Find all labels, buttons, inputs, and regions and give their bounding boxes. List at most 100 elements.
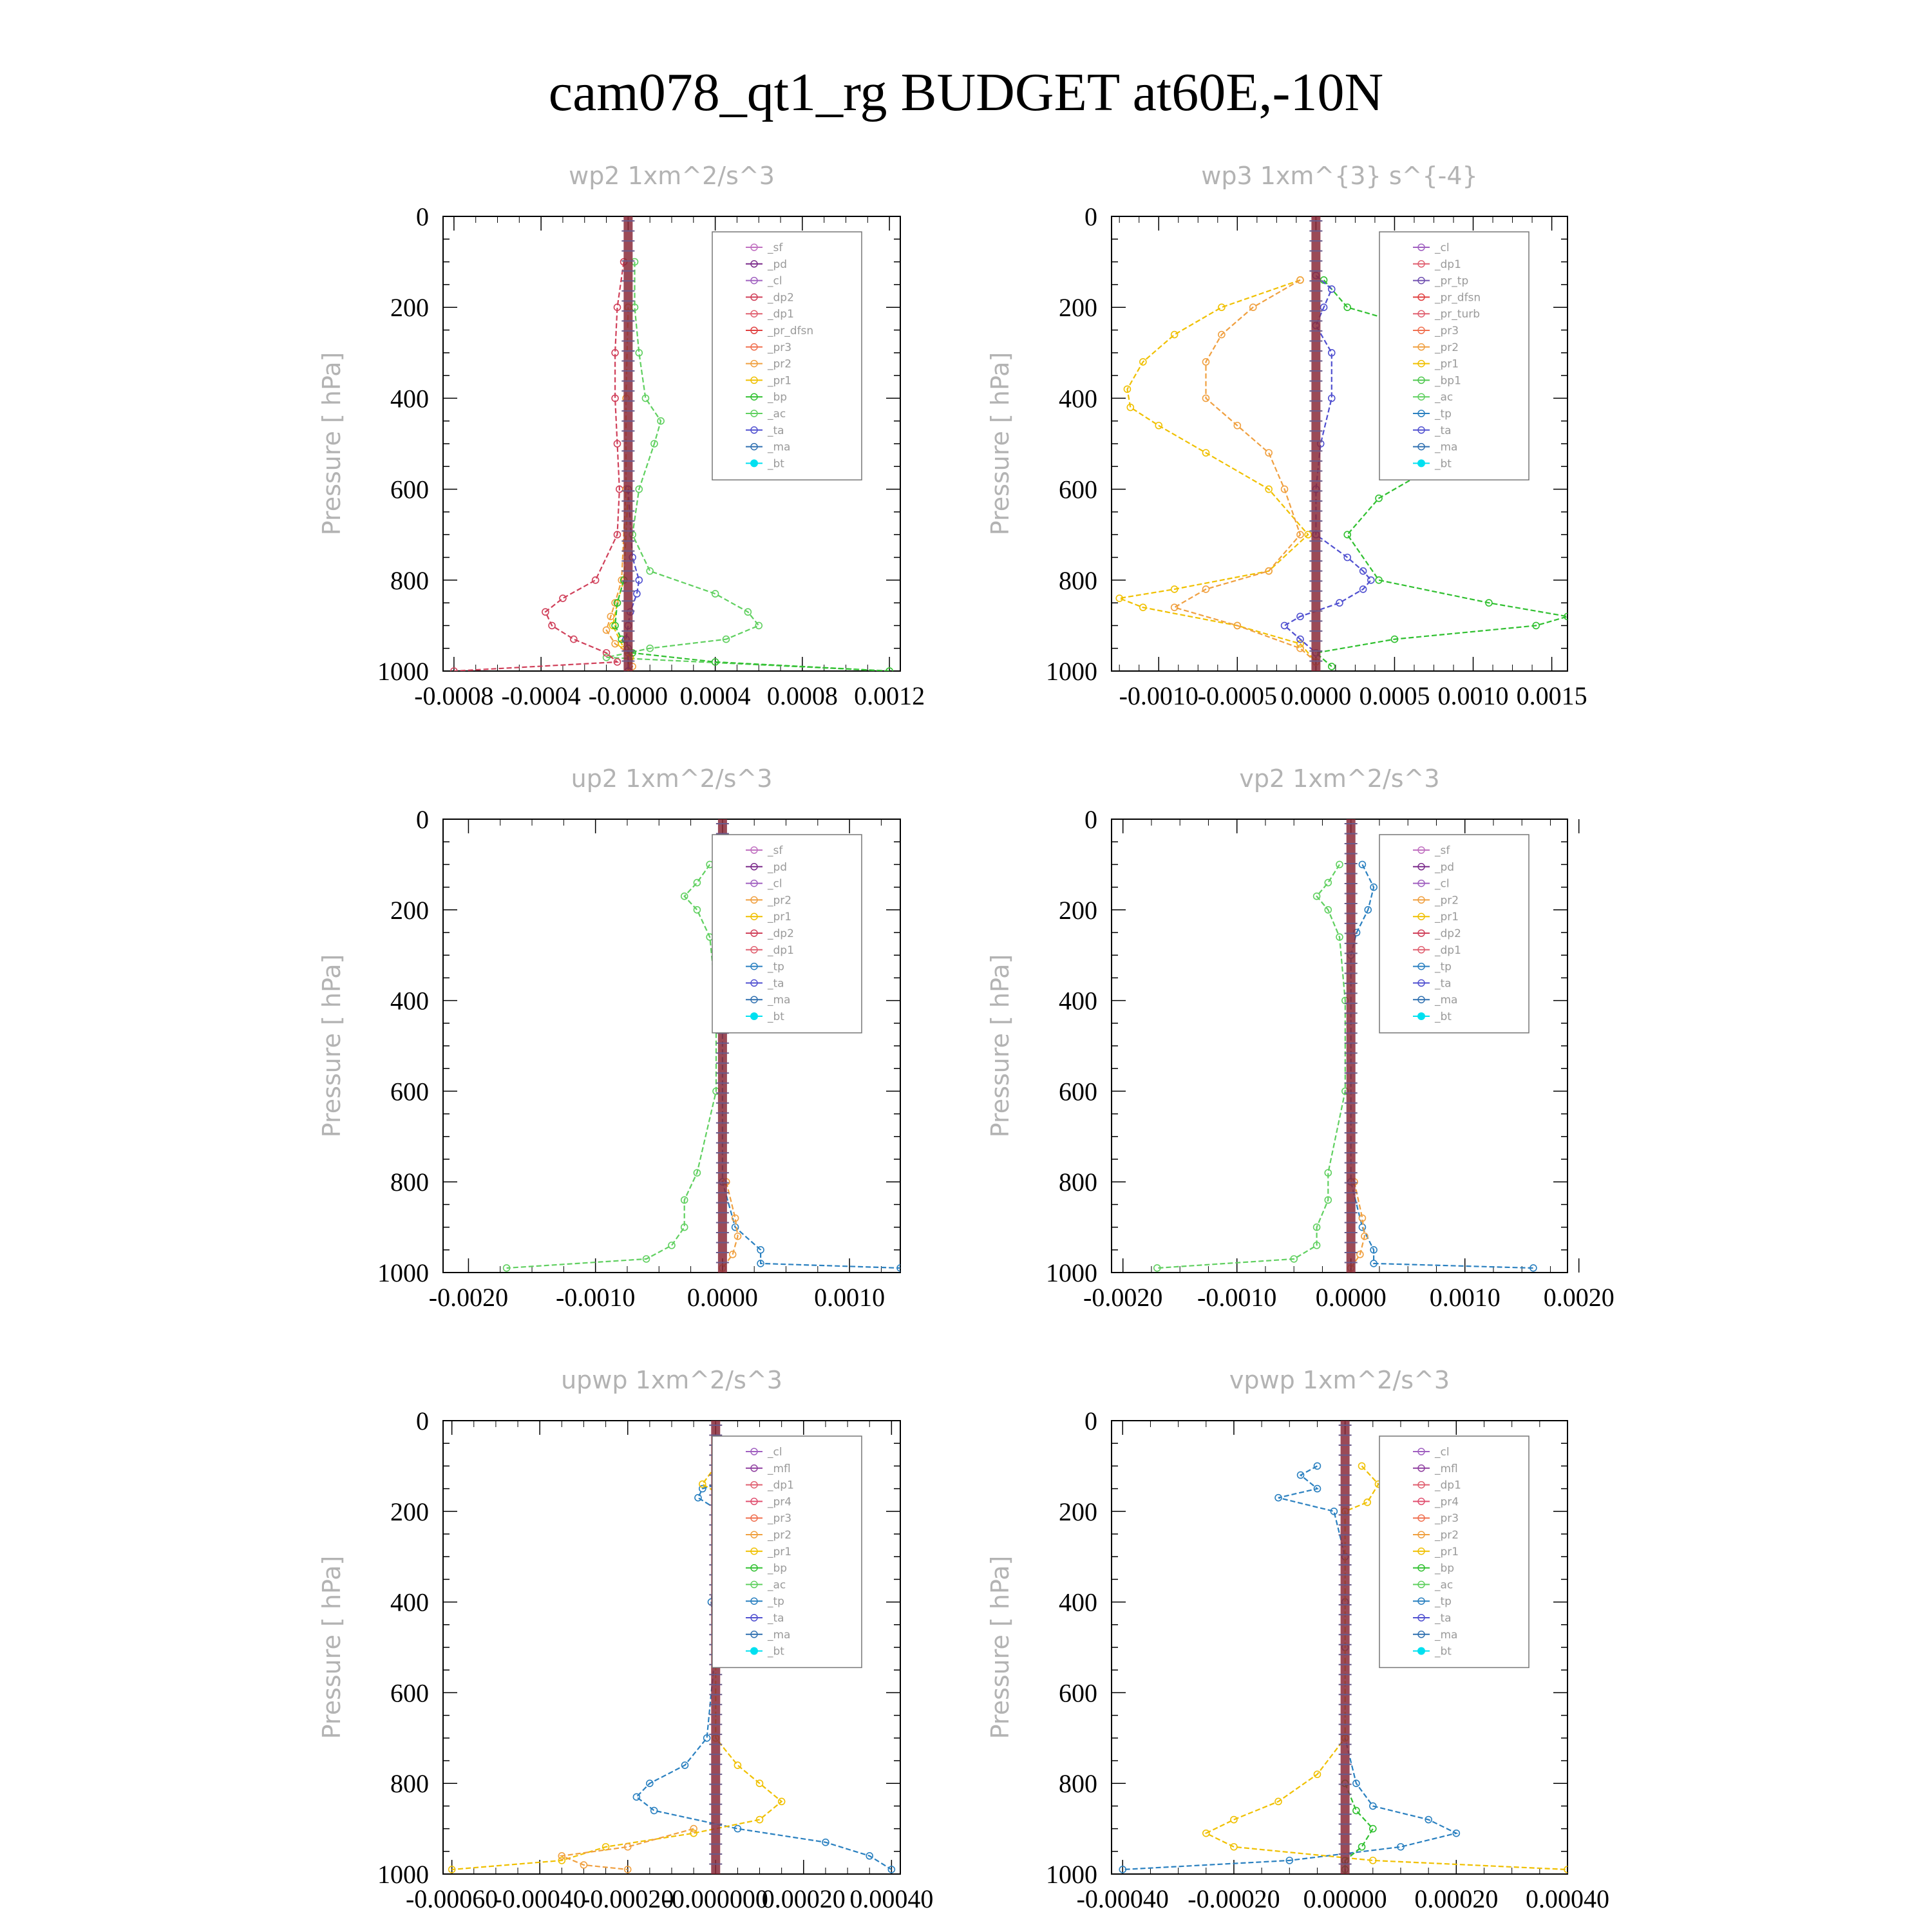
data-point-bp [1358, 1842, 1366, 1851]
legend-label: _pr_dfsn [1434, 291, 1481, 304]
data-point-dp1 [693, 878, 701, 887]
x-tick-label: -0.00020 [582, 1884, 674, 1913]
legend-marker [750, 846, 758, 854]
legend-marker [750, 896, 758, 904]
y-tick-label: 200 [1059, 1497, 1097, 1526]
y-tick-label: 600 [390, 1077, 429, 1106]
legend-label: _mfl [767, 1463, 791, 1475]
panel-title: wp2 1xm^2/s^3 [569, 162, 775, 190]
x-tick-label: -0.0005 [1198, 681, 1277, 710]
legend-label: _ma [767, 1629, 790, 1642]
y-tick-label: 600 [390, 1678, 429, 1707]
x-tick-label: 0.00020 [762, 1884, 846, 1913]
y-tick-label: 200 [1059, 896, 1097, 925]
legend-label: _pr_tp [1434, 275, 1468, 288]
data-point-pr2 [1139, 603, 1147, 611]
legend-label: _dp2 [767, 291, 794, 304]
data-point-pr1 [601, 1842, 610, 1851]
legend-marker [1417, 946, 1425, 954]
x-tick-label: -0.0010 [556, 1283, 635, 1312]
legend-marker [750, 929, 758, 937]
legend-label: _pr1 [1434, 1546, 1459, 1558]
data-point-dp1 [680, 1196, 688, 1204]
x-tick-label: -0.00040 [494, 1884, 586, 1913]
legend-label: _bp [1434, 1562, 1454, 1575]
data-point-tp [896, 1264, 900, 1272]
data-point-bp1 [1343, 531, 1352, 539]
data-point-tp [1327, 394, 1336, 402]
data-point-pr1 [755, 1779, 764, 1787]
legend-marker [1417, 327, 1425, 334]
series-line-dp2 [453, 261, 625, 671]
data-point-dp1 [1336, 860, 1343, 869]
legend-label: _pr2 [1434, 1529, 1459, 1542]
data-point-bp1 [1564, 612, 1567, 621]
data-point-tp [822, 1838, 829, 1846]
data-point-tp [887, 1866, 896, 1873]
legend-label: _dp1 [767, 308, 794, 321]
legend-label: _ta [767, 1612, 784, 1625]
legend-marker [750, 426, 758, 434]
data-point-tp [866, 1852, 874, 1860]
legend-label: _dp1 [1434, 944, 1461, 957]
y-tick-label: 0 [416, 805, 429, 834]
data-point-bp1 [1327, 663, 1336, 670]
legend-marker [750, 1464, 758, 1472]
legend-label: _pr2 [767, 894, 791, 907]
data-point-pr1 [1233, 621, 1242, 630]
legend-marker [750, 913, 758, 920]
legend-label: _pd [767, 258, 787, 271]
data-point-pr1 [1313, 1770, 1321, 1778]
legend-marker [750, 276, 758, 285]
legend-marker [750, 1481, 758, 1489]
data-point-dp2 [613, 303, 621, 312]
legend-marker [750, 393, 758, 401]
legend-marker [750, 359, 758, 368]
legend-marker [750, 459, 758, 468]
series-line-dp1 [506, 864, 717, 1269]
x-tick-label: 0.0000 [687, 1283, 758, 1312]
zero-profile-band [1340, 1421, 1350, 1874]
chart-panel-5: upwp 1xm^2/s^3 Pressure [ hPa] 0 200 400 600 8… [317, 1366, 933, 1913]
legend-label: _cl [767, 1446, 782, 1459]
y-tick-label: 0 [1084, 202, 1097, 231]
data-point-pr2 [728, 1251, 737, 1258]
legend-label: _tp [1434, 1595, 1452, 1608]
legend-label: _dp2 [1434, 927, 1461, 940]
legend-marker [750, 1514, 758, 1522]
legend: _sf _pd _cl _pr2 _pr1 _dp2 _dp1 _tp _ta _ma _bt [712, 834, 862, 1034]
data-point-tp [1367, 576, 1375, 584]
data-point-dp1 [1324, 1196, 1332, 1204]
legend-label: _ta [767, 424, 784, 437]
legend-label: _ma [767, 994, 790, 1007]
panel-title: vp2 1xm^2/s^3 [1239, 764, 1439, 793]
data-point-dp1 [1312, 1241, 1321, 1249]
y-tick-label: 200 [390, 896, 429, 925]
legend-marker [1417, 310, 1425, 317]
data-point-pr1 [777, 1797, 786, 1806]
data-point-dp1 [1324, 906, 1332, 914]
data-point-ta [633, 590, 641, 598]
data-point-pr1 [609, 621, 617, 630]
legend-marker [1417, 1647, 1425, 1655]
x-tick-label: 0.0015 [1517, 681, 1587, 710]
chart-panel-6: vpwp 1xm^2/s^3 Pressure [ hPa] 0 200 400 600 8… [986, 1366, 1609, 1913]
y-tick-label: 800 [390, 566, 429, 595]
data-point-pr2 [558, 1852, 566, 1860]
data-point-pr2 [623, 1842, 632, 1851]
x-tick-label: 0.0020 [1544, 1283, 1615, 1312]
legend-marker [1417, 376, 1425, 384]
data-point-pr1 [1233, 421, 1242, 430]
legend-label: _ma [1434, 1629, 1457, 1642]
series-line-pr2 [1117, 279, 1317, 663]
data-point-tp [694, 1493, 702, 1502]
y-axis-label: Pressure [ hPa] [317, 954, 346, 1138]
x-tick-label: -0.00040 [1077, 1884, 1169, 1913]
data-point-dp2 [613, 658, 621, 666]
legend-label: _pr3 [767, 341, 791, 354]
legend-marker [750, 243, 758, 251]
y-tick-label: 800 [390, 1769, 429, 1798]
legend-label: _pr_dfsn [767, 325, 813, 337]
data-point-pr2 [1265, 485, 1273, 493]
y-tick-label: 0 [1084, 1406, 1097, 1435]
